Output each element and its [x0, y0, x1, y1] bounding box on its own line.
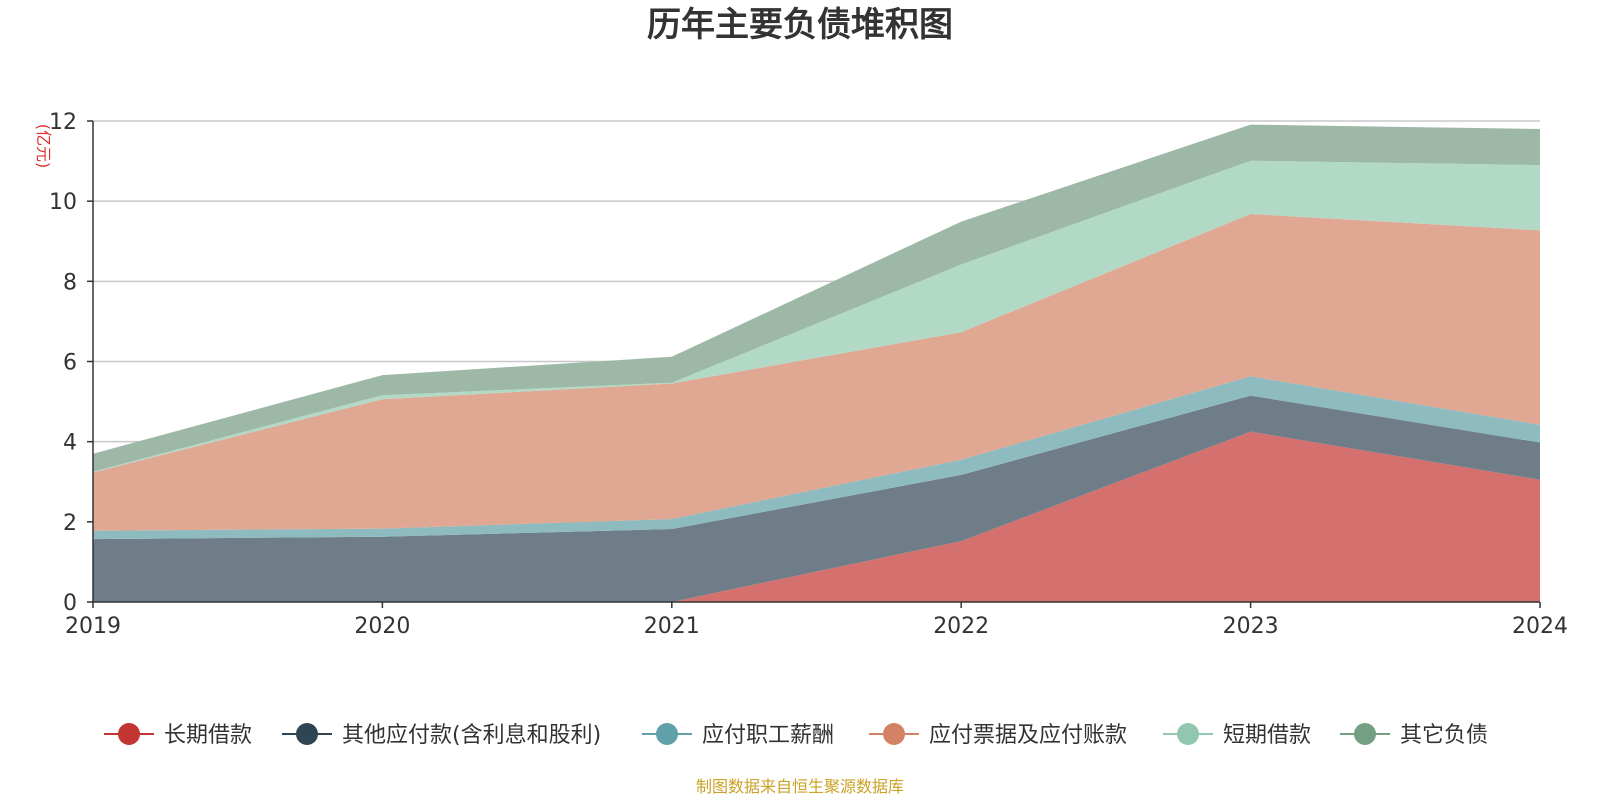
y-axis-unit: (亿元) — [34, 124, 53, 169]
legend-label: 短期借款 — [1223, 723, 1311, 748]
area-series-0 — [93, 431, 1540, 602]
legend-label: 应付职工薪酬 — [702, 723, 834, 748]
legend-label: 长期借款 — [164, 723, 252, 748]
x-tick-label: 2023 — [1223, 614, 1279, 639]
y-tick-label: 6 — [63, 351, 77, 376]
y-tick-label: 8 — [63, 270, 77, 295]
area-series-5 — [93, 124, 1540, 472]
legend-label: 应付票据及应付账款 — [929, 723, 1127, 748]
chart-title: 历年主要负债堆积图 — [647, 5, 953, 45]
legend-label: 其他应付款(含利息和股利) — [342, 723, 601, 748]
x-tick-label: 2019 — [65, 614, 121, 639]
legend[interactable]: 长期借款 其他应付款(含利息和股利) 应付职工薪酬 应付票据及应付账款 短期借款 其它负债 — [104, 723, 1488, 748]
legend-marker — [1354, 723, 1376, 745]
area-series-4 — [93, 160, 1540, 473]
y-tick-label: 10 — [49, 190, 77, 215]
y-tick-label: 4 — [63, 431, 77, 456]
legend-item-1[interactable]: 其他应付款(含利息和股利) — [282, 723, 601, 748]
legend-marker — [656, 723, 678, 745]
legend-marker — [296, 723, 318, 745]
legend-item-2[interactable]: 应付职工薪酬 — [642, 723, 834, 748]
axes: 0 2 4 6 8 10 12 2019 2020 2021 2022 2023 2024 — [49, 110, 1568, 639]
legend-item-0[interactable]: 长期借款 — [104, 723, 252, 748]
y-tick-label: 12 — [49, 110, 77, 135]
area-series-1 — [93, 395, 1540, 602]
y-tick-label: 0 — [63, 591, 77, 616]
x-tick-label: 2020 — [354, 614, 410, 639]
legend-item-4[interactable]: 短期借款 — [1163, 723, 1311, 748]
x-tick-label: 2022 — [933, 614, 989, 639]
area-series-3 — [93, 214, 1540, 531]
legend-marker — [118, 723, 140, 745]
legend-item-3[interactable]: 应付票据及应付账款 — [869, 723, 1127, 748]
legend-label: 其它负债 — [1400, 723, 1488, 748]
y-tick-label: 2 — [63, 511, 77, 536]
legend-marker — [1177, 723, 1199, 745]
x-tick-label: 2021 — [644, 614, 700, 639]
source-note: 制图数据来自恒生聚源数据库 — [696, 777, 904, 796]
legend-item-5[interactable]: 其它负债 — [1340, 723, 1488, 748]
legend-marker — [883, 723, 905, 745]
x-tick-label: 2024 — [1512, 614, 1568, 639]
plot-areas — [93, 124, 1540, 602]
